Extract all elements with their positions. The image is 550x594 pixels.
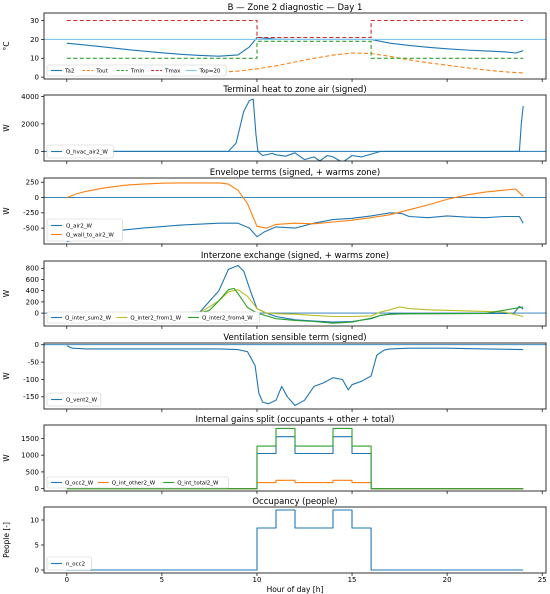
legend-label: Q_inter2_from1_W xyxy=(130,316,181,322)
axes-frame xyxy=(43,260,547,327)
series-line-Q_int_other2_W xyxy=(66,479,524,490)
subplot-title: Terminal heat to zone air (signed) xyxy=(222,85,366,95)
legend: Ta2 Tout Tmin Tmax Top=20 xyxy=(46,64,227,77)
series-line-Q_air2_W xyxy=(66,212,524,243)
x-tick-label: 5 xyxy=(160,576,164,584)
legend-label: Q_int_total2_W xyxy=(177,481,219,487)
legend: Q_occ2_W Q_int_other2_W Q_int_total2_W xyxy=(46,476,229,489)
axes-frame xyxy=(43,177,547,245)
y-tick-label: 2000 xyxy=(21,120,39,128)
series-line-Q_vent2_W xyxy=(66,345,524,407)
legend: Q_inter_sum2_W Q_inter2_from1_W Q_inter2_f… xyxy=(46,311,260,324)
series-line-Q_inter2_from4_W xyxy=(66,287,524,324)
legend-label: Q_int_other2_W xyxy=(112,481,156,487)
legend-label: Q_occ2_W xyxy=(65,481,94,487)
legend-label: Q_air2_W xyxy=(66,224,92,230)
y-tick-label: 20 xyxy=(30,36,39,44)
subplot-4: Ventilation sensible term (signed) -150 -1… xyxy=(2,333,547,412)
subplot-title: Envelope terms (signed, + warms zone) xyxy=(210,168,380,178)
subplot-3: Interzone exchange (signed, + warms zone… xyxy=(2,251,547,329)
y-tick-label: 0 xyxy=(35,194,39,202)
subplot-0: B — Zone 2 diagnostic — Day 1 0 10 20 30 °C Ta… xyxy=(2,3,547,82)
legend-label: Q_inter2_from4_W xyxy=(202,316,253,322)
y-tick-label: 0 xyxy=(35,310,39,318)
y-tick-label: 5 xyxy=(35,541,39,549)
y-axis-label: °C xyxy=(2,42,11,51)
x-tick-label: 20 xyxy=(443,576,452,584)
subplot-title: Occupancy (people) xyxy=(252,497,337,507)
subplot-title: B — Zone 2 diagnostic — Day 1 xyxy=(228,3,363,13)
y-tick-label: 0 xyxy=(35,148,39,156)
y-axis-label: W xyxy=(2,124,11,132)
legend: n_occ2 xyxy=(46,556,92,571)
y-tick-label: 30 xyxy=(30,17,39,25)
series-line-Tmin xyxy=(66,40,524,59)
y-tick-label: -100 xyxy=(23,376,39,384)
y-tick-label: -50 xyxy=(28,359,39,367)
y-tick-label: 0 xyxy=(35,341,39,349)
y-tick-label: 600 xyxy=(26,276,39,284)
y-axis-label: W xyxy=(2,289,11,297)
subplot-title: Internal gains split (occupants + other … xyxy=(196,415,395,425)
y-tick-label: 0 xyxy=(35,566,39,574)
series-line-Q_wall_to_air2_W xyxy=(66,182,524,229)
legend-label: n_occ2 xyxy=(66,562,85,568)
y-tick-label: -500 xyxy=(23,225,39,233)
y-tick-label: 500 xyxy=(26,468,39,476)
legend-label: Tmax xyxy=(164,69,181,75)
y-tick-label: 0 xyxy=(35,74,39,82)
x-tick-label: 10 xyxy=(253,576,262,584)
legend-label: Q_hvac_air2_W xyxy=(66,150,108,156)
y-axis-label: W xyxy=(2,207,11,215)
y-tick-label: 0 xyxy=(35,485,39,493)
y-axis-label: People [-] xyxy=(2,522,11,558)
x-tick-label: 25 xyxy=(538,576,547,584)
legend-label: Q_inter_sum2_W xyxy=(65,316,112,322)
y-tick-label: 400 xyxy=(26,287,39,295)
y-tick-label: 1500 xyxy=(21,435,39,443)
series-line-n_occ2 xyxy=(66,509,524,571)
legend-label: Top=20 xyxy=(199,69,221,75)
subplot-title: Interzone exchange (signed, + warms zone… xyxy=(201,251,389,261)
subplot-2: Envelope terms (signed, + warms zone) -50… xyxy=(2,168,547,247)
y-axis-label: W xyxy=(2,372,11,380)
series-line-Ta2 xyxy=(66,36,524,57)
series-line-Q_occ2_W xyxy=(66,436,524,490)
subplot-5: Internal gains split (occupants + other … xyxy=(2,415,547,494)
series-line-Q_inter2_from1_W xyxy=(66,289,524,318)
y-tick-label: -250 xyxy=(23,209,39,217)
legend-label: Q_wall_to_air2_W xyxy=(66,233,114,239)
series-line-Q_hvac_air2_W xyxy=(66,98,524,161)
subplot-6: Occupancy (people) 0 5 10 People [-] n_occ2 0 5… xyxy=(2,497,547,594)
axes-frame xyxy=(43,342,547,410)
legend-label: Tout xyxy=(95,69,108,75)
axes-frame xyxy=(43,94,547,162)
legend-label: Ta2 xyxy=(64,69,74,75)
y-tick-label: 800 xyxy=(26,265,39,273)
y-tick-label: 1000 xyxy=(21,452,39,460)
legend: Q_hvac_air2_W xyxy=(46,144,114,159)
y-tick-label: 10 xyxy=(30,55,39,63)
x-tick-label: 15 xyxy=(348,576,357,584)
legend-label: Tmin xyxy=(130,69,145,75)
y-tick-label: -150 xyxy=(23,393,39,401)
legend-label: Q_vent2_W xyxy=(66,398,98,404)
y-tick-label: 250 xyxy=(26,179,39,187)
y-tick-label: 200 xyxy=(26,298,39,306)
series-line-Q_int_total2_W xyxy=(66,427,524,490)
axes-frame xyxy=(43,506,547,574)
axes-frame xyxy=(43,12,547,80)
x-axis-label: Hour of day [h] xyxy=(267,585,324,594)
legend: Q_air2_W Q_wall_to_air2_W xyxy=(46,218,123,242)
series-line-Tmax xyxy=(66,19,524,39)
subplot-title: Ventilation sensible term (signed) xyxy=(223,333,366,343)
legend: Q_vent2_W xyxy=(46,392,102,407)
x-tick-label: 0 xyxy=(65,576,69,584)
y-tick-label: 4000 xyxy=(21,93,39,101)
y-tick-label: 10 xyxy=(30,516,39,524)
axes-frame xyxy=(43,424,547,492)
y-axis-label: W xyxy=(2,454,11,462)
subplot-1: Terminal heat to zone air (signed) 0 2000 4… xyxy=(2,85,547,164)
